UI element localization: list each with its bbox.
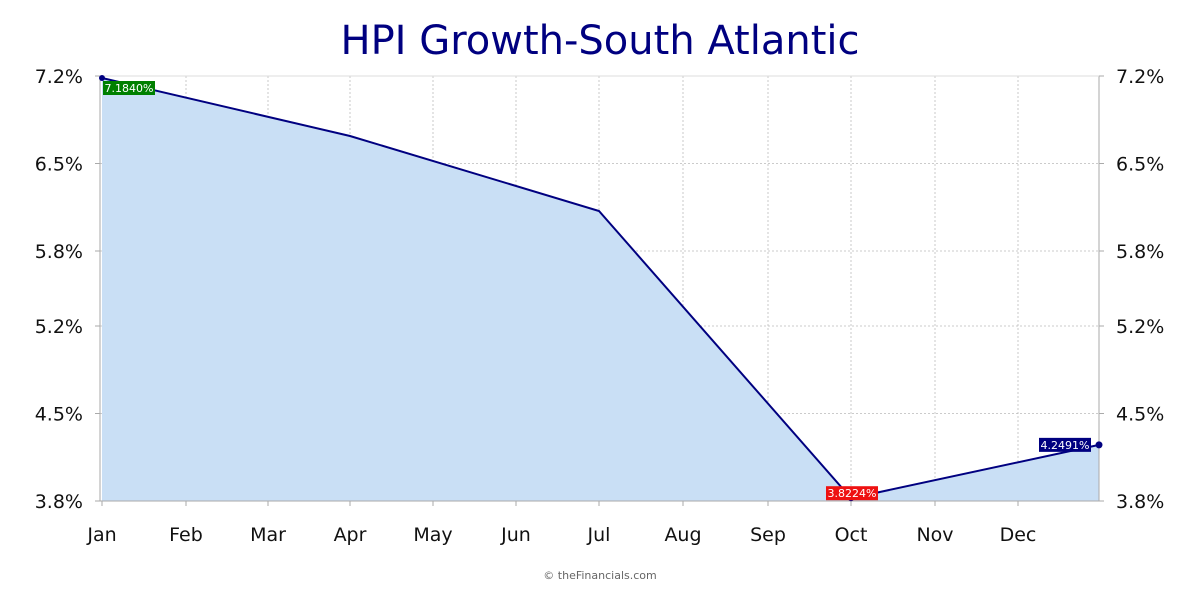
x-tick-label: May xyxy=(413,524,452,546)
y-tick-label-left: 3.8% xyxy=(35,491,83,513)
y-tick-label-right: 5.8% xyxy=(1116,241,1164,263)
x-tick-label: Dec xyxy=(1000,524,1037,546)
y-tick-label-left: 6.5% xyxy=(35,154,83,176)
y-tick-label-right: 6.5% xyxy=(1116,154,1164,176)
x-tick-label: Feb xyxy=(169,524,203,546)
credit-text: © theFinancials.com xyxy=(543,569,657,582)
y-tick-label-right: 4.5% xyxy=(1116,404,1164,426)
area-fill xyxy=(102,78,1099,501)
x-tick-label: Nov xyxy=(916,524,953,546)
y-tick-label-left: 5.2% xyxy=(35,316,83,338)
y-tick-label-right: 7.2% xyxy=(1116,66,1164,88)
x-tick-label: Mar xyxy=(250,524,286,546)
x-tick-label: Oct xyxy=(835,524,868,546)
point-marker xyxy=(1095,441,1103,449)
annotation-box xyxy=(1039,437,1091,452)
x-tick-label: Aug xyxy=(664,524,701,546)
x-tick-label: Jul xyxy=(587,524,611,546)
x-tick-label: Jan xyxy=(86,524,116,546)
y-tick-label-left: 5.8% xyxy=(35,241,83,263)
point-marker xyxy=(99,75,105,81)
series-line xyxy=(101,77,1100,500)
x-tick-label: Apr xyxy=(334,524,367,546)
x-tick-label: Sep xyxy=(750,524,786,546)
y-tick-label-right: 5.2% xyxy=(1116,316,1164,338)
y-tick-label-left: 4.5% xyxy=(35,404,83,426)
annotation-box xyxy=(103,81,155,95)
annotation-box xyxy=(826,486,878,501)
annotation-label: 7.1840% xyxy=(105,82,154,95)
chart-title: HPI Growth-South Atlantic xyxy=(340,18,860,64)
y-tick-label-right: 3.8% xyxy=(1116,491,1164,513)
x-tick-label: Jun xyxy=(500,524,531,546)
annotation-label: 3.8224% xyxy=(828,487,877,500)
y-tick-label-left: 7.2% xyxy=(35,66,83,88)
annotation-label: 4.2491% xyxy=(1041,439,1090,452)
